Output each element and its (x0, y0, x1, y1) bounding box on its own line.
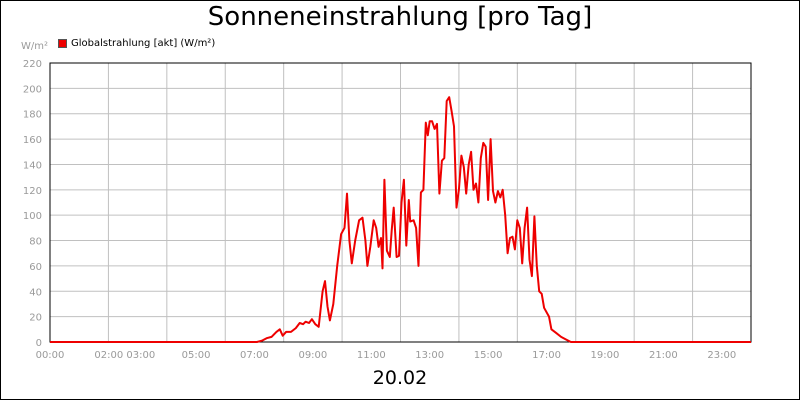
x-tick-label: 11:00 (357, 350, 386, 361)
y-tick-label: 160 (23, 135, 42, 146)
y-tick-label: 20 (29, 313, 42, 324)
series-line-globalstrahlung (50, 96, 751, 343)
y-tick-label: 60 (29, 262, 42, 273)
x-tick-label: 07:00 (240, 350, 269, 361)
plot-border (49, 62, 752, 343)
y-tick-label: 120 (23, 186, 42, 197)
legend-swatch (58, 39, 67, 48)
date-label: 20.02 (372, 367, 428, 389)
y-tick-label: 80 (29, 237, 42, 248)
x-tick-label: 00:00 (36, 350, 65, 361)
x-tick-label: 21:00 (649, 350, 678, 361)
y-tick-label: 220 (23, 59, 42, 70)
x-tick-label: 23:00 (707, 350, 736, 361)
x-tick-label: 02:00 03:00 (94, 350, 155, 361)
legend: Globalstrahlung [akt] (W/m²) (58, 38, 215, 49)
x-tick-label: 05:00 (182, 350, 211, 361)
y-tick-label: 100 (23, 211, 42, 222)
y-tick-label: 0 (36, 338, 42, 349)
y-tick-label: 200 (23, 84, 42, 95)
x-tick-label: 13:00 (415, 350, 444, 361)
x-tick-label: 19:00 (591, 350, 620, 361)
y-unit-label: W/m² (21, 41, 49, 52)
chart-title: Sonneneinstrahlung [pro Tag] (207, 2, 593, 32)
x-tick-label: 15:00 (474, 350, 503, 361)
legend-label: Globalstrahlung [akt] (W/m²) (71, 38, 216, 49)
y-tick-label: 180 (23, 110, 42, 121)
y-tick-label: 140 (23, 160, 42, 171)
y-tick-label: 40 (29, 287, 42, 298)
x-tick-label: 17:00 (532, 350, 561, 361)
x-tick-label: 09:00 (298, 350, 327, 361)
